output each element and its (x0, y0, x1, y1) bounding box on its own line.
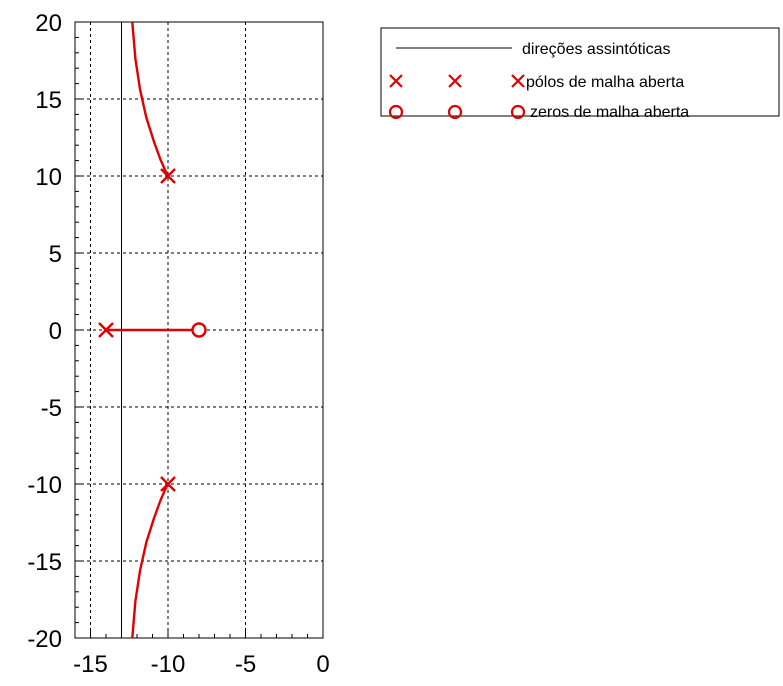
legend-o-marker (388, 104, 526, 120)
legend-label-zeros: zeros de malha aberta (530, 104, 689, 121)
locus-branch-1 (131, 21, 170, 177)
pole-marker (160, 476, 176, 492)
x-tick-label: -10 (151, 651, 186, 678)
legend-box (380, 27, 780, 117)
legend: direções assintóticas pólos de malha abe… (380, 27, 780, 121)
pole-marker (98, 322, 114, 338)
pole-marker (160, 168, 176, 184)
y-tick-label: 5 (49, 241, 62, 268)
legend-x-marker (389, 74, 525, 88)
y-tick-label: -20 (27, 626, 62, 653)
plot-frame (74, 21, 324, 639)
locus-branch-2 (131, 483, 170, 639)
x-tick-label: -15 (73, 651, 108, 678)
y-tick-label: 20 (35, 10, 62, 37)
locus-branches (106, 21, 199, 639)
legend-label-asymptotes: direções assintóticas (522, 41, 671, 58)
x-tick-label: -5 (235, 651, 256, 678)
y-tick-label: -5 (41, 395, 62, 422)
x-tick-label: 0 (316, 651, 329, 678)
y-tick-labels: 20 15 10 5 0 -5 -10 -15 -20 (27, 10, 62, 653)
y-tick-label: 10 (35, 164, 62, 191)
pole-zero-markers (98, 168, 207, 492)
y-tick-label: -10 (27, 472, 62, 499)
x-tick-labels: -15 -10 -5 0 (73, 651, 330, 678)
legend-label-poles: pólos de malha aberta (526, 74, 684, 91)
y-tick-label: -15 (27, 549, 62, 576)
y-tick-label: 0 (49, 318, 62, 345)
y-tick-label: 15 (35, 87, 62, 114)
zero-marker (191, 322, 207, 338)
